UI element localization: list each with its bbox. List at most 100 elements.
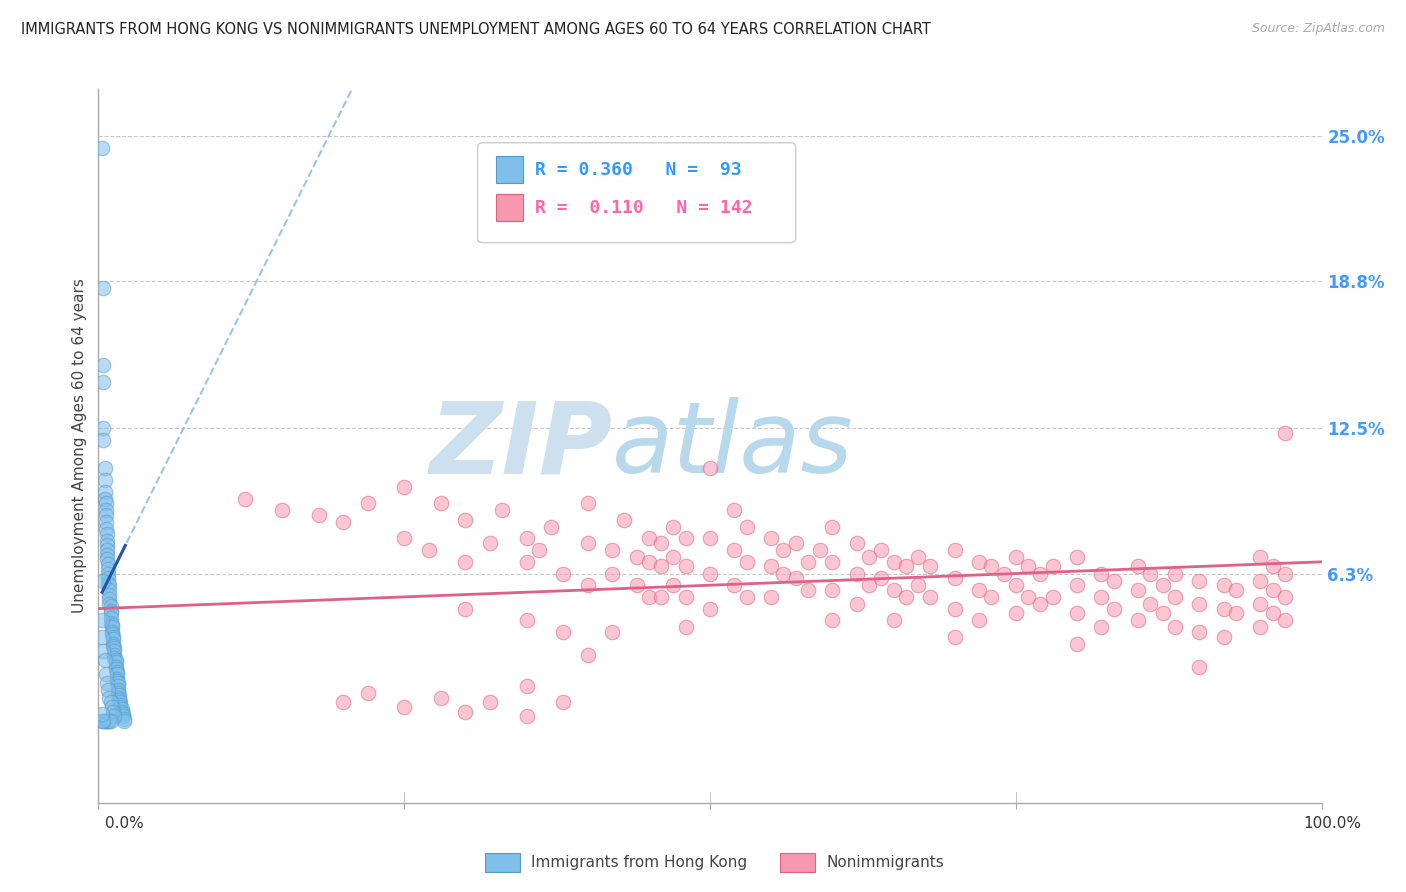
Point (894, 559, 917, 574)
Point (98, 578, 121, 592)
Point (1225, 582, 1247, 597)
Point (96, 548, 118, 562)
Point (101, 705, 124, 719)
Point (576, 536, 599, 550)
Point (98, 714, 121, 728)
Point (675, 559, 697, 574)
Point (1164, 620, 1187, 634)
Point (662, 578, 685, 592)
Point (100, 714, 122, 728)
Point (883, 555, 905, 569)
Point (907, 550, 929, 565)
Point (699, 532, 721, 546)
Point (430, 496, 453, 510)
Point (1274, 426, 1296, 441)
Point (107, 683, 129, 698)
Point (907, 578, 929, 592)
Point (97, 575, 120, 590)
Point (1249, 597, 1271, 611)
Point (94, 522, 117, 536)
Point (108, 688, 131, 702)
Point (418, 543, 440, 558)
Point (104, 660, 127, 674)
Point (107, 676, 129, 690)
Point (1029, 566, 1052, 581)
Text: R =  0.110   N = 142: R = 0.110 N = 142 (536, 199, 752, 217)
Point (1152, 607, 1174, 621)
FancyBboxPatch shape (478, 143, 796, 243)
Point (761, 532, 783, 546)
Point (108, 693, 131, 707)
Text: 100.0%: 100.0% (1303, 816, 1361, 831)
Point (101, 625, 124, 640)
Point (478, 536, 501, 550)
Point (626, 578, 648, 592)
Point (103, 648, 125, 663)
Point (553, 625, 575, 640)
Point (735, 519, 758, 533)
Point (870, 571, 893, 585)
Point (638, 590, 661, 604)
Point (103, 709, 125, 723)
Point (1017, 559, 1039, 574)
Point (100, 607, 122, 621)
Point (845, 566, 868, 581)
Point (98, 588, 121, 602)
Text: 0.0%: 0.0% (105, 816, 145, 831)
Point (613, 513, 636, 527)
Point (650, 559, 672, 574)
Point (96, 552, 118, 566)
Point (761, 590, 783, 604)
Point (332, 515, 354, 529)
Point (1261, 607, 1284, 621)
Point (308, 508, 330, 522)
Point (858, 578, 880, 592)
Point (100, 604, 122, 618)
Point (1274, 613, 1296, 627)
Text: R = 0.360   N =  93: R = 0.360 N = 93 (536, 161, 742, 178)
Point (356, 496, 378, 510)
Point (626, 550, 648, 565)
Point (808, 543, 831, 558)
Point (101, 639, 124, 653)
Point (821, 582, 844, 597)
Point (699, 461, 721, 475)
Point (97, 566, 120, 581)
Point (96, 676, 118, 690)
Point (93, 473, 115, 487)
Point (1249, 550, 1271, 565)
Point (1066, 550, 1088, 565)
Point (761, 559, 783, 574)
Point (105, 672, 128, 686)
Point (735, 555, 758, 569)
Point (723, 543, 745, 558)
Point (1212, 601, 1234, 615)
Y-axis label: Unemployment Among Ages 60 to 64 years: Unemployment Among Ages 60 to 64 years (72, 278, 87, 614)
Point (1188, 625, 1211, 640)
Point (110, 695, 132, 709)
Point (1139, 597, 1161, 611)
Point (478, 695, 501, 709)
Point (105, 665, 128, 679)
Point (1188, 574, 1211, 588)
Point (96, 533, 118, 548)
Point (650, 590, 672, 604)
Point (91, 706, 114, 721)
Point (797, 582, 820, 597)
Point (1090, 590, 1112, 604)
Point (515, 709, 537, 723)
Point (980, 559, 1002, 574)
Point (91, 644, 114, 658)
Point (392, 480, 416, 494)
Point (454, 513, 477, 527)
Point (1274, 590, 1296, 604)
Point (107, 686, 129, 700)
Point (600, 543, 623, 558)
Point (97, 714, 120, 728)
Point (96, 538, 118, 552)
Point (356, 686, 378, 700)
Point (97, 683, 120, 698)
Point (858, 550, 880, 565)
Point (662, 519, 685, 533)
Point (96, 526, 118, 541)
